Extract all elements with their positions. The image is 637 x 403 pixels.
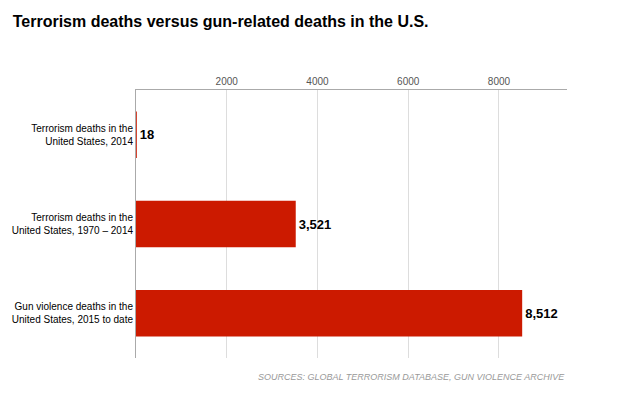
- svg-text:8,512: 8,512: [525, 306, 558, 321]
- svg-text:6000: 6000: [397, 76, 420, 87]
- svg-text:8000: 8000: [488, 76, 511, 87]
- svg-text:Gun violence deaths in theUnit: Gun violence deaths in theUnited States,…: [12, 301, 134, 325]
- svg-text:3,521: 3,521: [299, 217, 332, 232]
- svg-text:Terrorism deaths versus gun-re: Terrorism deaths versus gun-related deat…: [13, 13, 429, 30]
- svg-text:2000: 2000: [216, 76, 239, 87]
- svg-text:4000: 4000: [306, 76, 329, 87]
- svg-text:Terrorism deaths in theUnited: Terrorism deaths in theUnited States, 19…: [12, 212, 134, 236]
- svg-text:SOURCES: GLOBAL TERRORISM DATA: SOURCES: GLOBAL TERRORISM DATABASE, GUN …: [258, 372, 565, 382]
- svg-text:Terrorism deaths in theUnited: Terrorism deaths in theUnited States, 20…: [31, 123, 133, 147]
- svg-text:18: 18: [140, 127, 154, 142]
